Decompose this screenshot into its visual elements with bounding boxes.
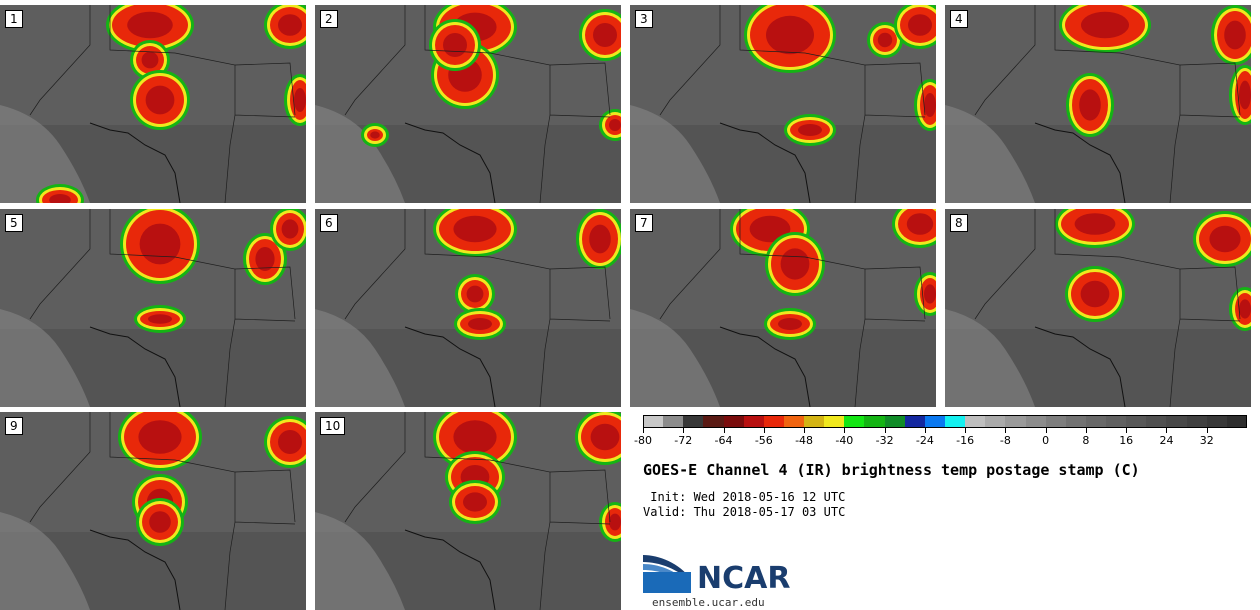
colorbar-tick: [643, 428, 644, 433]
colorbar-segment: [1065, 415, 1087, 428]
panel-label: 3: [635, 10, 653, 28]
map-image: [945, 209, 1251, 407]
colorbar-tick-label: 32: [1199, 434, 1214, 447]
map-panel: 2: [315, 5, 621, 203]
chart-title: GOES-E Channel 4 (IR) brightness temp po…: [643, 461, 1140, 479]
map-panel: 6: [315, 209, 621, 407]
colorbar-segment: [683, 415, 704, 428]
colorbar-tick: [1005, 428, 1007, 433]
colorbar-segment: [783, 415, 805, 428]
map-image: [315, 209, 621, 407]
colorbar: [643, 415, 1248, 428]
site-url: ensemble.ucar.edu: [652, 596, 765, 609]
colorbar-segment: [703, 415, 725, 428]
map-image: [945, 5, 1251, 203]
map-panel: 8: [945, 209, 1251, 407]
colorbar-segment: [985, 415, 1006, 428]
colorbar-tick-label: -24: [915, 434, 934, 447]
colorbar-tick: [965, 428, 967, 433]
colorbar-segment: [1226, 415, 1248, 428]
map-image: [0, 209, 306, 407]
colorbar-segment: [1166, 415, 1188, 428]
panel-label: 8: [950, 214, 968, 232]
map-image: [315, 5, 621, 203]
colorbar-segment: [1146, 415, 1167, 428]
logo-text: NCAR: [697, 561, 791, 596]
colorbar-segment: [904, 415, 926, 428]
colorbar-tick-label: -40: [835, 434, 854, 447]
map-panel: 5: [0, 209, 306, 407]
panel-label: 4: [950, 10, 968, 28]
map-panel: 9: [0, 412, 306, 610]
valid-time: Valid: Thu 2018-05-17 03 UTC: [643, 505, 846, 519]
colorbar-segment: [1085, 415, 1107, 428]
map-image: [0, 412, 306, 610]
colorbar-tick-label: -64: [714, 434, 733, 447]
ncar-logo-icon: [643, 555, 691, 593]
colorbar-segment: [1106, 415, 1127, 428]
colorbar-tick: [683, 428, 685, 433]
colorbar-tick: [804, 428, 806, 433]
colorbar-segment: [924, 415, 946, 428]
colorbar-tick-label: 8: [1082, 434, 1090, 447]
map-image: [315, 412, 621, 610]
colorbar-segment: [723, 415, 745, 428]
map-image: [0, 5, 306, 203]
colorbar-segment: [844, 415, 865, 428]
colorbar-segment: [965, 415, 986, 428]
colorbar-tick-label: -8: [999, 434, 1011, 447]
panel-label: 10: [320, 417, 346, 435]
colorbar-segment: [1005, 415, 1027, 428]
colorbar-tick: [1166, 428, 1168, 433]
map-panel: 7: [630, 209, 936, 407]
colorbar-segment: [663, 415, 684, 428]
colorbar-tick-label: -16: [956, 434, 975, 447]
panel-label: 5: [5, 214, 23, 232]
colorbar-tick-label: 24: [1159, 434, 1174, 447]
map-panel: 4: [945, 5, 1251, 203]
panel-label: 1: [5, 10, 23, 28]
colorbar-segment: [743, 415, 765, 428]
panel-label: 9: [5, 417, 23, 435]
colorbar-segment: [1186, 415, 1208, 428]
colorbar-segment: [763, 415, 785, 428]
map-image: [630, 209, 936, 407]
panel-label: 6: [320, 214, 338, 232]
colorbar-tick-label: -32: [875, 434, 894, 447]
colorbar-tick-label: -72: [674, 434, 693, 447]
map-image: [630, 5, 936, 203]
colorbar-tick: [723, 428, 725, 433]
colorbar-segment: [864, 415, 886, 428]
colorbar-tick-label: 0: [1042, 434, 1050, 447]
map-panel: 10: [315, 412, 621, 610]
colorbar-segment: [824, 415, 845, 428]
colorbar-tick-label: -56: [754, 434, 773, 447]
init-time: Init: Wed 2018-05-16 12 UTC: [643, 490, 846, 504]
colorbar-tick: [1206, 428, 1208, 433]
colorbar-segment: [1126, 415, 1147, 428]
panel-label: 2: [320, 10, 338, 28]
colorbar-segment: [643, 415, 664, 428]
colorbar-tick: [1085, 428, 1087, 433]
colorbar-tick: [1126, 428, 1128, 433]
colorbar-tick: [924, 428, 926, 433]
colorbar-tick-label: -48: [795, 434, 814, 447]
colorbar-segment: [1025, 415, 1047, 428]
colorbar-segment: [884, 415, 906, 428]
colorbar-segment: [804, 415, 825, 428]
colorbar-segment: [945, 415, 966, 428]
colorbar-segment: [1206, 415, 1228, 428]
panel-label: 7: [635, 214, 653, 232]
colorbar-segment: [1045, 415, 1067, 428]
colorbar-tick: [884, 428, 886, 433]
map-panel: 1: [0, 5, 306, 203]
colorbar-tick-label: 16: [1119, 434, 1134, 447]
colorbar-tick: [1045, 428, 1047, 433]
colorbar-tick: [763, 428, 765, 433]
colorbar-tick: [844, 428, 846, 433]
map-panel: 3: [630, 5, 936, 203]
colorbar-tick-label: -80: [634, 434, 652, 447]
